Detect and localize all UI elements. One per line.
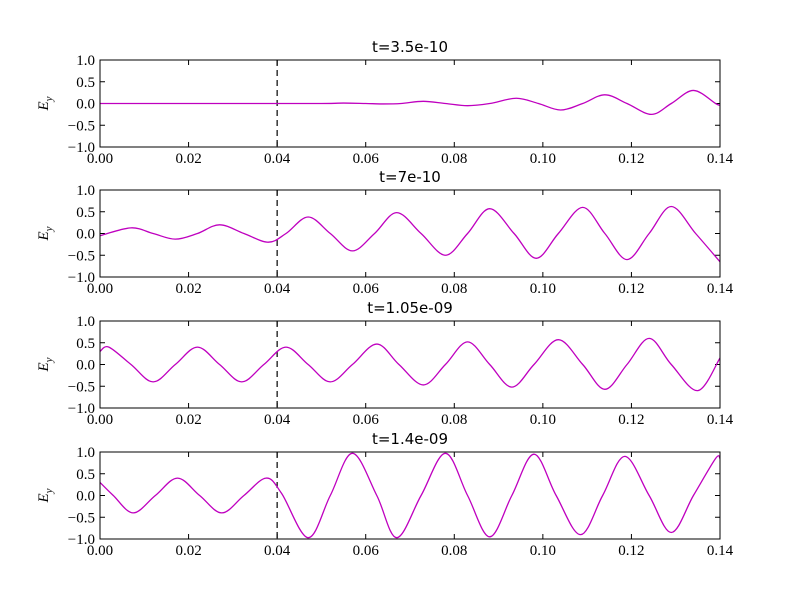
x-tick-label: 0.12	[618, 543, 644, 559]
x-tick-label: 0.08	[441, 543, 467, 559]
y-tick-label: 0.0	[76, 489, 95, 505]
x-tick-label: 0.04	[264, 151, 291, 167]
x-tick-label: 0.02	[175, 151, 201, 167]
x-tick-label: 0.00	[87, 543, 113, 559]
x-tick-label: 0.12	[618, 412, 644, 428]
subplot-title: t=1.4e-09	[372, 430, 448, 448]
subplot-title: t=1.05e-09	[367, 299, 453, 317]
y-label-sub: y	[43, 357, 55, 363]
data-line	[99, 205, 721, 263]
subplot: t=1.4e-09 Ey 0.00 0.02 0.04 0.06 0.08 0.10 0.12 0…	[36, 430, 734, 559]
y-label-sub: y	[43, 488, 55, 494]
subplot: t=3.5e-10 Ey 0.00 0.02 0.04 0.06 0.08 0.10 0.12 0…	[36, 38, 734, 167]
y-tick-label: 1.0	[76, 53, 95, 69]
data-line	[99, 337, 721, 392]
y-tick-label: 1.0	[76, 445, 95, 461]
y-tick-label: 0.5	[76, 205, 95, 221]
x-tick-label: 0.08	[441, 151, 467, 167]
x-tick-label: 0.10	[530, 281, 556, 297]
x-tick-label: 0.04	[264, 543, 291, 559]
x-tick-label: 0.14	[707, 412, 734, 428]
x-tick-label: 0.14	[707, 281, 734, 297]
x-tick-label: 0.04	[264, 412, 291, 428]
x-tick-label: 0.02	[175, 543, 201, 559]
y-tick-label: −1.0	[68, 140, 95, 156]
y-tick-label: 0.0	[76, 227, 95, 243]
data-line	[99, 452, 721, 539]
y-tick-label: 0.0	[76, 97, 95, 113]
x-tick-label: 0.06	[353, 281, 380, 297]
x-tick-label: 0.06	[353, 412, 380, 428]
x-tick-label: 0.02	[175, 412, 201, 428]
x-tick-label: 0.04	[264, 281, 291, 297]
x-tick-label: 0.00	[87, 412, 113, 428]
axes-frame	[99, 320, 721, 409]
y-tick-label: 1.0	[76, 314, 95, 330]
y-axis-label: Ey	[36, 357, 55, 372]
subplot-title: t=3.5e-10	[372, 38, 448, 56]
y-tick-label: 0.0	[76, 358, 95, 374]
y-label-sub: y	[43, 96, 55, 102]
y-axis-label: Ey	[36, 96, 55, 111]
y-label-sub: y	[43, 226, 55, 232]
subplot-title: t=7e-10	[379, 168, 441, 186]
subplot: t=7e-10 Ey 0.00 0.02 0.04 0.06 0.08 0.10 0.12 0.1…	[36, 168, 734, 297]
y-tick-label: 1.0	[76, 183, 95, 199]
subplot: t=1.05e-09 Ey 0.00 0.02 0.04 0.06 0.08 0.10 0.12…	[36, 299, 734, 428]
y-label-base: E	[36, 101, 52, 111]
data-line	[99, 89, 721, 116]
y-axis-label: Ey	[36, 226, 55, 241]
axes-frame	[99, 189, 721, 278]
x-tick-label: 0.06	[353, 543, 380, 559]
y-tick-label: −0.5	[68, 510, 95, 526]
x-tick-label: 0.14	[707, 151, 734, 167]
x-tick-label: 0.00	[87, 281, 113, 297]
x-tick-label: 0.10	[530, 543, 556, 559]
y-tick-label: −1.0	[68, 401, 95, 417]
x-tick-label: 0.00	[87, 151, 113, 167]
x-tick-label: 0.06	[353, 151, 380, 167]
x-tick-label: 0.10	[530, 151, 556, 167]
y-tick-label: 0.5	[76, 75, 95, 91]
y-tick-label: 0.5	[76, 467, 95, 483]
x-tick-label: 0.12	[618, 281, 644, 297]
y-tick-label: −1.0	[68, 270, 95, 286]
x-tick-label: 0.12	[618, 151, 644, 167]
y-label-base: E	[36, 231, 52, 241]
x-tick-label: 0.14	[707, 543, 734, 559]
axes-frame	[99, 59, 721, 148]
y-label-base: E	[36, 362, 52, 372]
x-tick-label: 0.10	[530, 412, 556, 428]
x-tick-label: 0.08	[441, 412, 467, 428]
y-tick-label: −1.0	[68, 532, 95, 548]
x-tick-label: 0.08	[441, 281, 467, 297]
y-axis-label: Ey	[36, 488, 55, 503]
y-tick-label: −0.5	[68, 248, 95, 264]
y-tick-label: −0.5	[68, 118, 95, 134]
y-label-base: E	[36, 493, 52, 503]
y-tick-label: −0.5	[68, 379, 95, 395]
axes-frame	[99, 451, 721, 540]
x-tick-label: 0.02	[175, 281, 201, 297]
y-tick-label: 0.5	[76, 336, 95, 352]
